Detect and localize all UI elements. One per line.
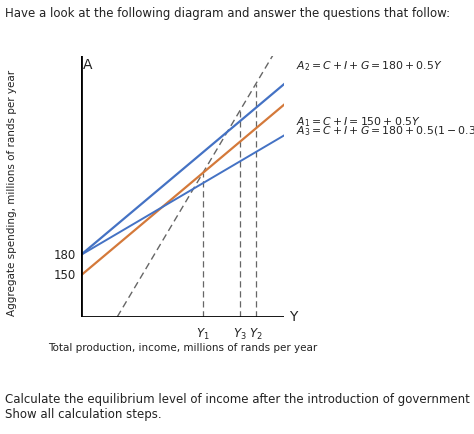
- Text: $A_3 = C + I + G = 180 + 0.5(1 - 0.3)Y$: $A_3 = C + I + G = 180 + 0.5(1 - 0.3)Y$: [296, 124, 474, 138]
- Text: $A_2 = C + I + G = 180 + 0.5Y$: $A_2 = C + I + G = 180 + 0.5Y$: [296, 59, 443, 73]
- Text: $Y_2$: $Y_2$: [249, 326, 263, 342]
- Text: Total production, income, millions of rands per year: Total production, income, millions of ra…: [48, 343, 317, 353]
- Text: Have a look at the following diagram and answer the questions that follow:: Have a look at the following diagram and…: [5, 7, 450, 20]
- Text: A: A: [83, 58, 92, 72]
- Text: Calculate the equilibrium level of income after the introduction of government s: Calculate the equilibrium level of incom…: [5, 393, 474, 421]
- Text: 180: 180: [54, 249, 76, 262]
- Text: Aggregate spending, millions of rands per year: Aggregate spending, millions of rands pe…: [7, 70, 17, 316]
- Text: $Y_1$: $Y_1$: [196, 326, 210, 342]
- Text: $Y_3$: $Y_3$: [233, 326, 246, 342]
- Text: 150: 150: [54, 269, 76, 282]
- Text: $A_1 = C + I = 150 + 0.5Y$: $A_1 = C + I = 150 + 0.5Y$: [296, 115, 421, 128]
- Text: Y: Y: [289, 310, 298, 324]
